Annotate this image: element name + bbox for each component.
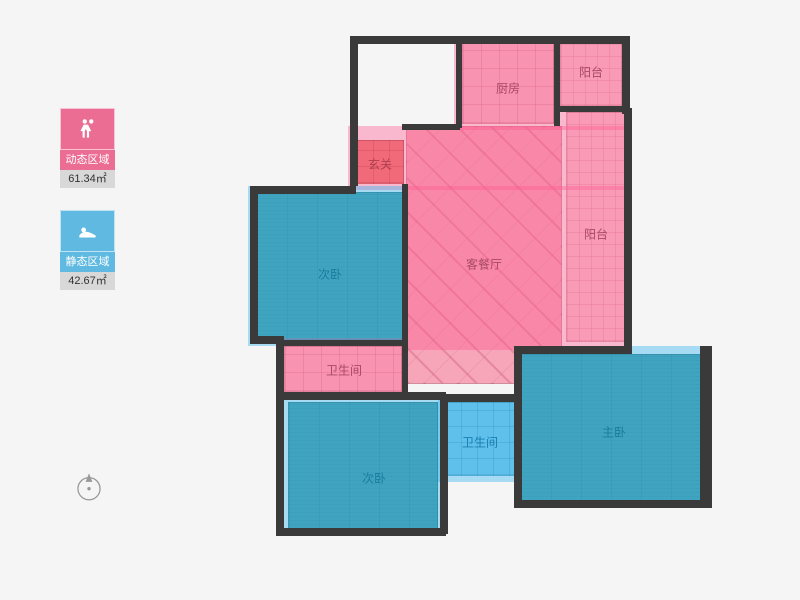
wall-17 xyxy=(624,108,632,344)
wall-3 xyxy=(456,40,462,128)
wall-23 xyxy=(402,340,408,396)
wall-20 xyxy=(402,124,460,130)
people-icon xyxy=(60,108,115,150)
wall-5 xyxy=(250,186,356,194)
room-label-master: 主卧 xyxy=(602,424,626,441)
floorplan: 厨房阳台玄关客餐厅阳台次卧卫生间次卧卫生间主卧 xyxy=(220,36,750,566)
wall-15 xyxy=(514,346,632,354)
wall-14 xyxy=(514,346,522,506)
wall-21 xyxy=(402,184,408,344)
room-label-bed2b: 次卧 xyxy=(362,470,386,487)
wall-0 xyxy=(350,36,630,44)
room-label-kitchen: 厨房 xyxy=(496,80,520,97)
sleep-icon xyxy=(60,210,115,252)
room-label-bath1: 卫生间 xyxy=(326,362,362,379)
room-label-balcony-n: 阳台 xyxy=(579,64,603,81)
room-bed2b xyxy=(288,402,438,530)
wall-4 xyxy=(350,36,358,186)
wall-18 xyxy=(700,346,712,508)
compass-icon xyxy=(72,470,106,504)
wall-6 xyxy=(250,186,258,344)
room-label-bed2a: 次卧 xyxy=(318,266,342,283)
wall-22 xyxy=(280,340,406,346)
legend-dynamic-area: 61.34㎡ xyxy=(60,170,115,188)
legend-dynamic-label: 动态区域 xyxy=(60,150,115,170)
room-label-foyer: 玄关 xyxy=(368,156,392,173)
wall-24 xyxy=(280,392,446,400)
room-label-living: 客餐厅 xyxy=(466,256,502,273)
wall-1 xyxy=(622,36,630,114)
legend-static-area: 42.67㎡ xyxy=(60,272,115,290)
legend-static-label: 静态区域 xyxy=(60,252,115,272)
wall-9 xyxy=(276,392,284,536)
wall-25 xyxy=(560,106,630,112)
wall-10 xyxy=(276,528,446,536)
legend-static: 静态区域 42.67㎡ xyxy=(60,210,115,290)
wall-13 xyxy=(440,394,522,402)
wall-11 xyxy=(440,476,448,534)
wall-12 xyxy=(440,394,448,480)
room-label-bath2: 卫生间 xyxy=(462,434,498,451)
wall-19 xyxy=(514,500,710,508)
room-label-balcony-e: 阳台 xyxy=(584,226,608,243)
legend: 动态区域 61.34㎡ 静态区域 42.67㎡ xyxy=(60,108,115,312)
wall-2 xyxy=(554,40,560,126)
legend-dynamic: 动态区域 61.34㎡ xyxy=(60,108,115,188)
